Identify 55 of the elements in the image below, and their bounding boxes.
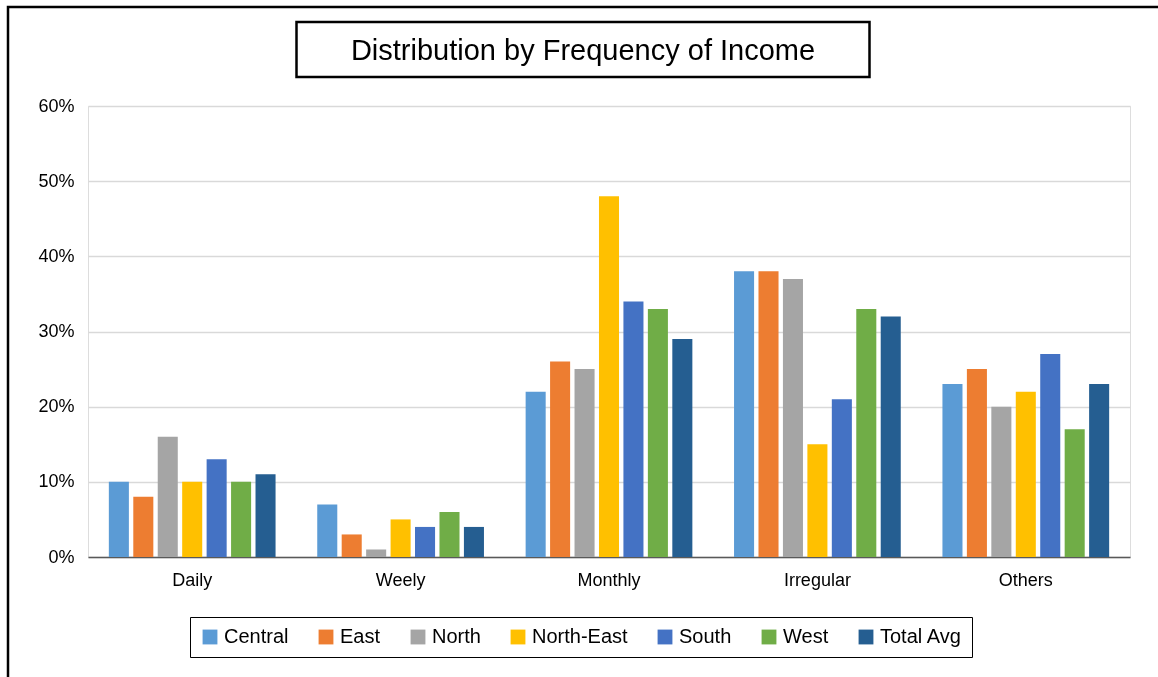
bar — [807, 444, 828, 557]
bar — [758, 271, 779, 557]
bar — [231, 481, 252, 557]
y-tick-label: 40% — [38, 245, 75, 266]
bar — [782, 278, 803, 557]
bar — [942, 384, 963, 557]
bar — [525, 391, 546, 557]
y-tick-label: 10% — [38, 471, 75, 492]
legend-label: Central — [224, 625, 289, 647]
y-tick-label: 0% — [48, 546, 75, 567]
bar — [390, 519, 411, 557]
bar — [317, 504, 338, 557]
bar — [991, 406, 1012, 557]
chart-title: Distribution by Frequency of Income — [350, 33, 816, 66]
bar — [734, 271, 755, 557]
x-tick-label: Irregular — [783, 569, 851, 590]
bar — [255, 474, 276, 557]
y-tick-label: 50% — [38, 170, 75, 191]
x-tick-label: Monthly — [577, 569, 641, 590]
bar — [880, 316, 901, 557]
legend-label: North-East — [532, 625, 629, 647]
bar — [550, 361, 571, 557]
legend-label: West — [783, 625, 829, 647]
bar — [1040, 354, 1061, 557]
legend-label: Total Avg — [880, 625, 961, 647]
bar — [341, 534, 362, 557]
x-tick-label: Others — [998, 569, 1053, 590]
bar — [1064, 429, 1085, 557]
bar — [108, 481, 129, 557]
legend-label: South — [679, 625, 732, 647]
legend-label: North — [432, 625, 481, 647]
bar — [623, 301, 644, 557]
bar — [672, 339, 693, 557]
bar — [439, 511, 460, 557]
bar — [157, 436, 178, 557]
x-tick-label: Daily — [172, 569, 213, 590]
bar — [415, 526, 436, 557]
y-tick-label: 20% — [38, 396, 75, 417]
bar — [647, 308, 668, 557]
bar — [463, 526, 484, 557]
bar — [133, 496, 154, 557]
y-tick-label: 60% — [38, 95, 75, 116]
bar — [966, 369, 987, 557]
bar — [598, 196, 620, 557]
legend-label: East — [340, 625, 381, 647]
bar — [206, 459, 227, 557]
bar — [1089, 384, 1110, 557]
bar — [574, 369, 595, 557]
y-tick-label: 30% — [38, 321, 75, 341]
bar — [856, 308, 877, 557]
x-tick-label: Weely — [375, 569, 426, 590]
bar — [1015, 391, 1036, 557]
bar — [831, 399, 852, 557]
bar — [182, 481, 203, 557]
bar — [366, 549, 387, 557]
